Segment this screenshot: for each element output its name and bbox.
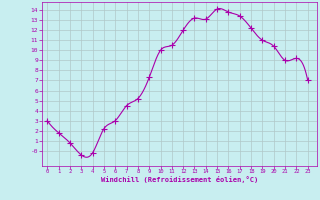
X-axis label: Windchill (Refroidissement éolien,°C): Windchill (Refroidissement éolien,°C) [100, 176, 258, 183]
